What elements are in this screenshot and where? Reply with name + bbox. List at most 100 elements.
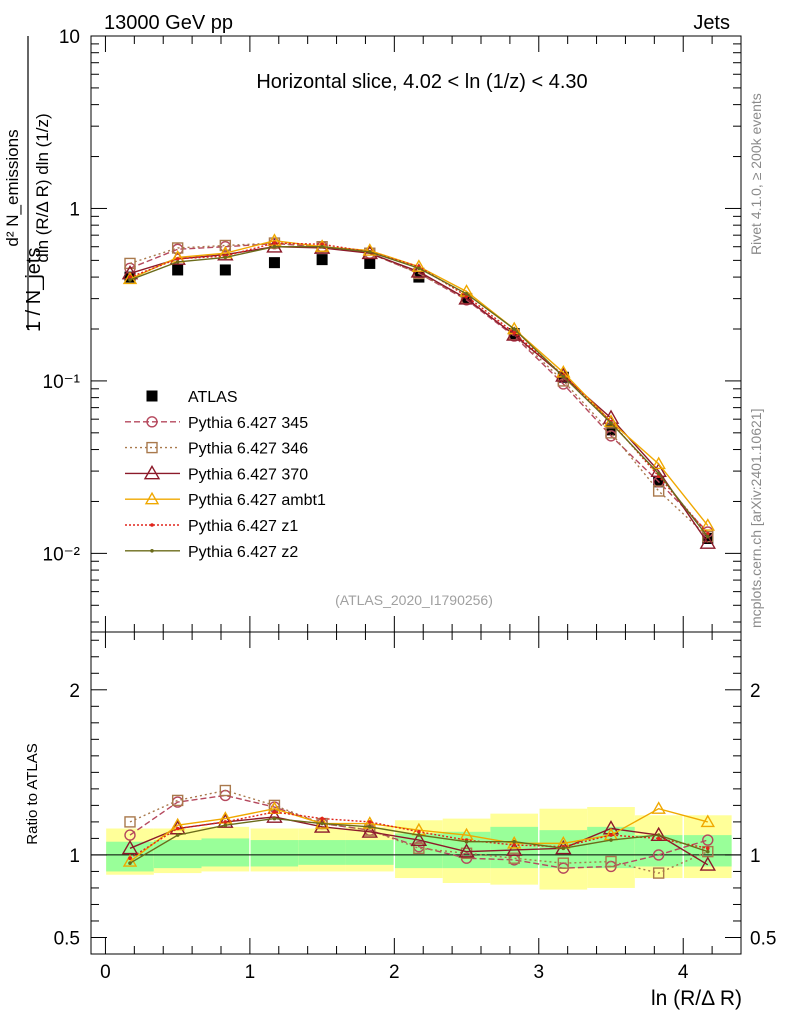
x-tick-label: 2 <box>389 962 400 983</box>
ratio-y-tick-label: 0.5 <box>54 928 80 949</box>
data-point <box>555 367 572 382</box>
mcplots-label: mcplots.cern.ch [arXiv:2401.10621] <box>748 409 764 628</box>
data-point <box>651 456 666 470</box>
ratio-point <box>605 855 617 868</box>
ratio-point <box>313 818 331 833</box>
legend-marker <box>144 491 160 505</box>
data-point <box>316 254 328 266</box>
ratio-point <box>508 852 520 864</box>
ratio-point <box>512 839 517 844</box>
ratio-point <box>700 814 715 828</box>
ratio-point <box>223 820 228 824</box>
ratio-point <box>410 831 428 847</box>
ratio-point <box>320 821 324 826</box>
data-point <box>652 485 665 497</box>
data-point <box>219 264 231 276</box>
analysis-id: (ATLAS_2020_I1790256) <box>335 592 493 608</box>
x-axis-label: ln (R/Δ R) <box>651 987 742 1010</box>
data-point <box>272 244 277 249</box>
data-point <box>272 241 277 245</box>
data-point <box>124 257 136 270</box>
legend-marker <box>150 523 154 527</box>
data-point <box>705 534 710 539</box>
x-tick-label: 4 <box>678 962 689 983</box>
data-point <box>367 250 372 254</box>
ratio-point <box>705 846 710 851</box>
data-point <box>605 424 617 436</box>
data-point <box>175 257 180 261</box>
legend-label: ATLAS <box>188 389 238 406</box>
legend-entry-pythia-6-427-z2: Pythia 6.427 z2 <box>125 544 298 561</box>
data-point <box>699 534 716 549</box>
legend-marker <box>146 390 158 402</box>
ratio-point <box>266 808 283 823</box>
data-point <box>512 331 517 335</box>
data-point <box>172 264 184 276</box>
series-pythia-6-427-z2 <box>128 244 710 539</box>
data-point <box>702 532 714 544</box>
legend-label: Pythia 6.427 370 <box>188 466 308 483</box>
data-point <box>362 243 377 256</box>
ratio-point <box>320 816 324 821</box>
main-y-label: 1 / N_jets d² N_emissions dln (R/Δ R) dl… <box>3 36 52 332</box>
ratio-point <box>506 841 523 856</box>
data-point <box>609 421 613 425</box>
ratio-point <box>512 843 517 847</box>
ratio-point <box>652 849 665 861</box>
data-point <box>700 518 715 531</box>
ratio-point <box>121 839 139 855</box>
legend-entry-pythia-6-427-345: Pythia 6.427 345 <box>125 415 308 432</box>
series-line <box>129 242 709 538</box>
ratio-point <box>702 834 714 846</box>
ratio-point <box>609 838 613 842</box>
ratio-point <box>651 801 666 814</box>
legend-marker <box>146 441 158 454</box>
ratio-point <box>175 826 180 831</box>
y-label-denominator: dln (R/Δ R) dln (1/z) <box>33 113 52 262</box>
band-inner-bin <box>395 833 443 869</box>
band-inner-bin <box>201 838 250 867</box>
ratio-plot-frame <box>90 631 742 955</box>
ratio-point <box>417 830 421 834</box>
ratio-point <box>557 857 570 869</box>
band-inner-bin <box>345 840 394 865</box>
ratio-point <box>175 833 180 837</box>
ratio-point <box>561 846 566 851</box>
ratio-point <box>705 849 710 854</box>
main-plot-frame <box>90 35 742 633</box>
ratio-point <box>223 823 228 827</box>
data-point <box>364 257 376 269</box>
ratio-y-tick-label: 1 <box>69 846 80 867</box>
ratio-point <box>367 820 372 824</box>
ratio-point <box>464 839 469 844</box>
main-y-tick-label: 10⁻² <box>43 544 81 565</box>
ratio-point <box>699 856 716 871</box>
main-axis-ticks: 10 1 10⁻¹ 10⁻² <box>43 27 741 623</box>
ratio-point <box>417 833 421 837</box>
ratio-y-tick-label-right: 0.5 <box>750 928 776 949</box>
ratio-point <box>171 794 184 807</box>
data-point <box>314 239 330 252</box>
legend-label: Pythia 6.427 345 <box>188 415 308 432</box>
data-point <box>464 291 469 296</box>
ratio-series-pythia-6-427-z2 <box>128 816 710 865</box>
ratio-point <box>124 816 136 828</box>
ratio-y-tick-label: 2 <box>69 681 80 702</box>
legend-marker <box>150 549 154 553</box>
legend-entry-pythia-6-427-346: Pythia 6.427 346 <box>125 441 308 458</box>
x-tick-label: 3 <box>533 962 544 983</box>
chart-title: Horizontal slice, 4.02 < ln (1/z) < 4.30 <box>256 71 587 93</box>
x-tick-label: 1 <box>245 962 256 983</box>
y-label-numerator: d² N_emissions <box>3 129 22 246</box>
data-point <box>458 290 475 305</box>
legend-marker <box>146 416 158 428</box>
band-inner-bin <box>298 840 346 865</box>
legend-label: Pythia 6.427 z1 <box>188 518 298 535</box>
legend-entry-pythia-6-427-z1: Pythia 6.427 z1 <box>125 518 298 535</box>
ratio-line <box>129 789 709 874</box>
ratio-axis-ticks: 2 2 1 1 0.5 0.5 <box>54 639 776 949</box>
ratio-point <box>458 843 475 858</box>
ratio-point <box>650 826 667 842</box>
main-y-tick-label: 10 <box>59 27 80 48</box>
